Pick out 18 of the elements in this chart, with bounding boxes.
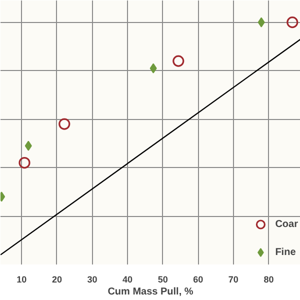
x-tick-label: 20 <box>52 274 62 284</box>
point <box>58 118 70 130</box>
point <box>18 156 30 169</box>
point <box>258 17 265 28</box>
point <box>286 16 298 28</box>
point <box>24 140 32 151</box>
point <box>172 55 184 67</box>
x-tick-label: 50 <box>158 274 168 284</box>
x-tick-label: 60 <box>193 274 204 284</box>
legend-label: Coar <box>275 218 298 230</box>
x-tick-label: 30 <box>87 274 98 284</box>
x-tick-label: 40 <box>122 274 133 284</box>
legend-label: Fine <box>275 246 296 258</box>
x-tick-label: 80 <box>264 274 274 284</box>
x-tick-label: 10 <box>16 274 27 284</box>
point <box>150 63 157 74</box>
x-tick-label: 70 <box>228 274 238 284</box>
x-axis-title: Cum Mass Pull, % <box>108 286 194 298</box>
